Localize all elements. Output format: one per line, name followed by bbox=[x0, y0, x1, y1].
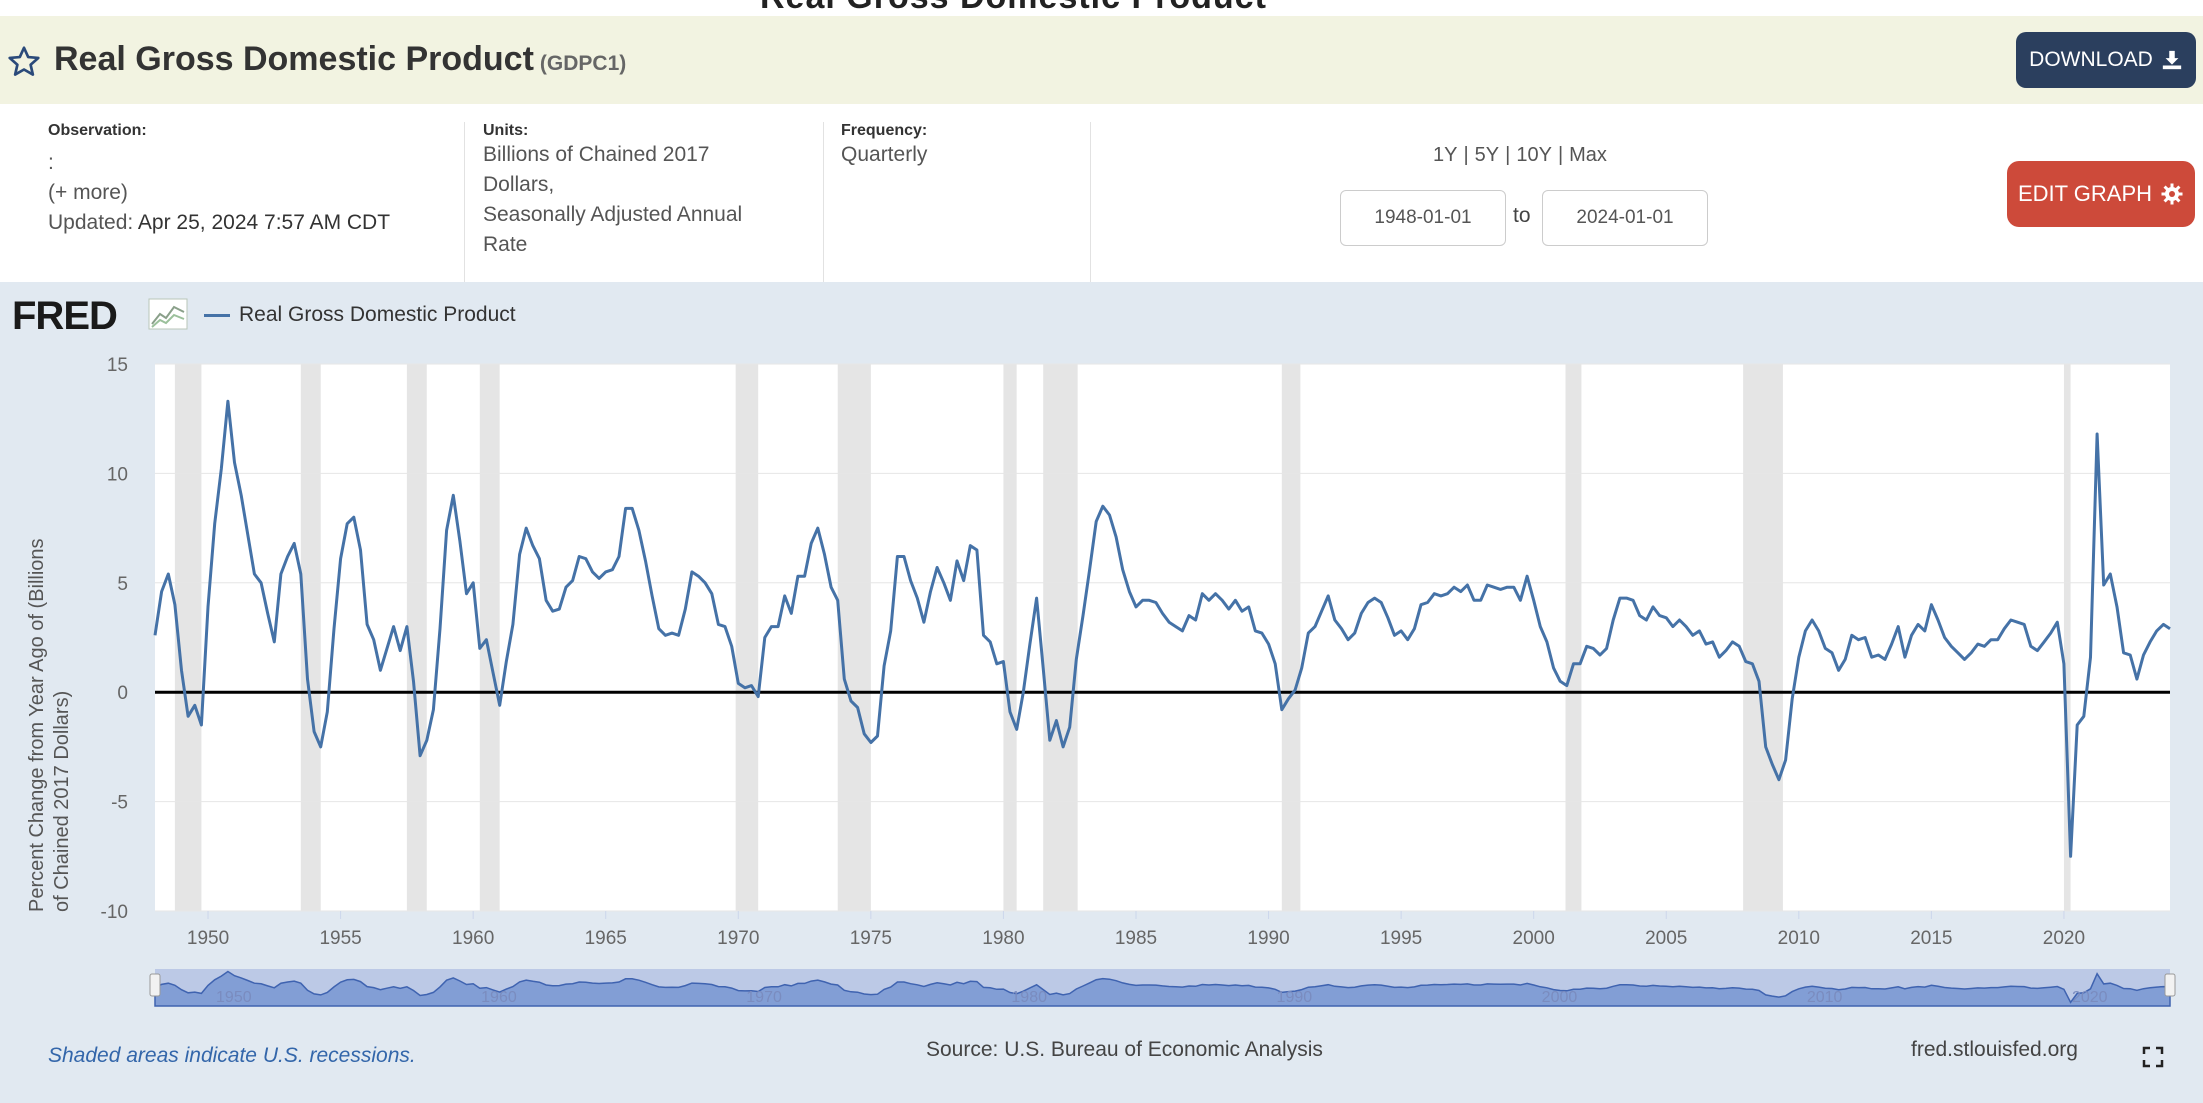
range-5y[interactable]: 5Y bbox=[1474, 144, 1500, 166]
observation-label: Observation: bbox=[48, 122, 147, 139]
y-axis-label: Percent Change from Year Ago of (Billion… bbox=[26, 538, 73, 912]
x-tick-label: 1975 bbox=[850, 928, 892, 949]
plot-area bbox=[155, 364, 2170, 911]
recession-band bbox=[1003, 364, 1017, 911]
units-block: Units: Billions of Chained 2017 Dollars,… bbox=[483, 122, 742, 260]
recession-band bbox=[735, 364, 759, 911]
recession-band bbox=[406, 364, 427, 911]
recession-band bbox=[479, 364, 500, 911]
navigator-handle bbox=[149, 973, 161, 997]
divider bbox=[823, 122, 824, 282]
navigator-label: 1970 bbox=[746, 989, 782, 1006]
observation-value: : bbox=[48, 151, 54, 174]
x-tick-label: 2000 bbox=[1513, 928, 1555, 949]
x-tick-label: 1955 bbox=[319, 928, 361, 949]
range-1y[interactable]: 1Y bbox=[1433, 144, 1458, 166]
y-tick-label: -10 bbox=[101, 902, 128, 923]
recession-band bbox=[837, 364, 871, 911]
gdp-chart: 15 10 5 0 -5 -10 1950 1955 1960 1965 1970 1975 1980 1… bbox=[26, 355, 2176, 1007]
x-tick-label: 2020 bbox=[2043, 928, 2085, 949]
x-tick-label: 1995 bbox=[1380, 928, 1422, 949]
x-tick-label: 2015 bbox=[1910, 928, 1952, 949]
units-label: Units: bbox=[483, 122, 529, 139]
recession-band bbox=[1043, 364, 1078, 911]
recession-band bbox=[300, 364, 321, 911]
units-line: Billions of Chained 2017 bbox=[483, 143, 710, 166]
star-icon[interactable] bbox=[6, 44, 42, 80]
series-title-bar: Real Gross Domestic Product (GDPC1) DOWNL… bbox=[0, 16, 2203, 104]
frequency-value: Quarterly bbox=[841, 143, 928, 166]
x-tick-label: 1970 bbox=[717, 928, 759, 949]
y-tick-label: 10 bbox=[107, 464, 128, 485]
x-tick-label: 2010 bbox=[1778, 928, 1820, 949]
x-tick-label: 1965 bbox=[585, 928, 627, 949]
end-date-input[interactable]: 2024-01-01 bbox=[1542, 190, 1708, 246]
more-link[interactable]: (+ more) bbox=[48, 181, 128, 204]
y-tick-label: -5 bbox=[111, 793, 128, 814]
x-tick-label: 1990 bbox=[1247, 928, 1289, 949]
fullscreen-icon[interactable] bbox=[2142, 1046, 2164, 1068]
units-line: Dollars, bbox=[483, 173, 555, 196]
chart-panel: 15 10 5 0 -5 -10 1950 1955 1960 1965 1970 1975 1980 1… bbox=[0, 282, 2203, 1103]
x-tick-label: 1960 bbox=[452, 928, 494, 949]
page-heading-cutoff: Real Gross Domestic Product bbox=[0, 0, 2203, 16]
site-link[interactable]: fred.stlouisfed.org bbox=[1911, 1038, 2078, 1061]
updated-label: Updated: bbox=[48, 211, 134, 234]
start-date-input[interactable]: 1948-01-01 bbox=[1340, 190, 1506, 246]
frequency-label: Frequency: bbox=[841, 122, 928, 139]
navigator-handle bbox=[2164, 973, 2176, 997]
range-separator: | bbox=[1557, 144, 1564, 166]
edit-graph-label: EDIT GRAPH bbox=[2017, 181, 2153, 206]
series-line bbox=[153, 399, 2171, 858]
edit-graph-button[interactable]: EDIT GRAPH bbox=[2007, 161, 2195, 227]
navigator-label: 2020 bbox=[2072, 989, 2108, 1006]
observation-block: Observation: : (+ more) Updated: Apr 25,… bbox=[48, 122, 390, 238]
fred-logo: FRED bbox=[12, 294, 118, 338]
units-line: Rate bbox=[483, 233, 528, 256]
navigator-label: 1980 bbox=[1011, 989, 1047, 1006]
y-tick-label: 15 bbox=[107, 355, 128, 376]
range-separator: | bbox=[1505, 144, 1511, 166]
recession-band bbox=[1281, 364, 1301, 911]
y-tick-label: 5 bbox=[117, 574, 128, 595]
recession-band bbox=[1743, 364, 1783, 911]
series-metadata: Observation: : (+ more) Updated: Apr 25,… bbox=[0, 104, 2203, 282]
series-title-text: Real Gross Domestic Product bbox=[54, 40, 534, 78]
navigator-label: 2000 bbox=[1542, 989, 1578, 1006]
units-line: Seasonally Adjusted Annual bbox=[483, 203, 743, 226]
navigator-label: 1990 bbox=[1277, 989, 1313, 1006]
page-title: Real Gross Domestic Product (GDPC1) bbox=[54, 40, 626, 79]
frequency-block: Frequency: Quarterly bbox=[841, 122, 927, 170]
gear-icon bbox=[2161, 183, 2183, 205]
navigator-label: 2010 bbox=[1807, 989, 1843, 1006]
download-button[interactable]: DOWNLOAD bbox=[2016, 32, 2196, 88]
divider bbox=[464, 122, 465, 282]
x-tick-label: 2005 bbox=[1645, 928, 1687, 949]
range-max[interactable]: Max bbox=[1569, 144, 1607, 166]
divider bbox=[1090, 122, 1091, 282]
fred-graph-icon bbox=[148, 298, 188, 330]
series-id: (GDPC1) bbox=[539, 52, 627, 75]
recession-band bbox=[1565, 364, 1582, 911]
recession-band bbox=[2063, 364, 2071, 911]
navigator-label: 1950 bbox=[216, 989, 252, 1006]
updated-value: Apr 25, 2024 7:57 AM CDT bbox=[137, 211, 391, 234]
x-tick-label: 1985 bbox=[1115, 928, 1157, 949]
download-label: DOWNLOAD bbox=[2029, 48, 2153, 71]
range-10y[interactable]: 10Y bbox=[1516, 144, 1552, 166]
navigator-label: 1960 bbox=[481, 989, 517, 1006]
x-tick-label: 1950 bbox=[187, 928, 229, 949]
range-links: 1Y | 5Y | 10Y | Max bbox=[1433, 144, 1607, 167]
recession-footnote: Shaded areas indicate U.S. recessions. bbox=[48, 1044, 416, 1067]
download-icon bbox=[2162, 50, 2182, 70]
source-note: Source: U.S. Bureau of Economic Analysis bbox=[926, 1038, 1323, 1061]
navigator-series bbox=[154, 970, 2171, 1007]
legend-label: Real Gross Domestic Product bbox=[239, 303, 516, 326]
legend-swatch bbox=[204, 314, 230, 317]
x-tick-label: 1980 bbox=[982, 928, 1024, 949]
range-separator: | bbox=[1463, 144, 1469, 166]
to-label: to bbox=[1513, 204, 1531, 227]
y-tick-label: 0 bbox=[117, 683, 128, 704]
